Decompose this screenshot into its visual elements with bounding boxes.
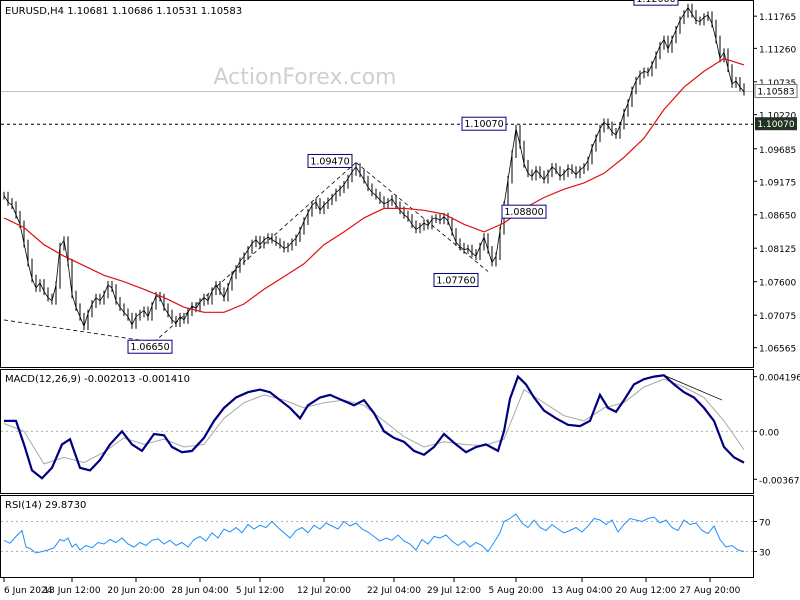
trendline — [3, 319, 155, 343]
time-tick-label: 12 Jul 20:00 — [297, 586, 351, 596]
price-label-box — [501, 204, 547, 219]
macd-trendline — [663, 374, 723, 401]
moving-average-line — [3, 57, 745, 313]
current-price-tag-box — [754, 84, 798, 99]
macd-line — [4, 374, 745, 480]
level-tag: 1.10070 — [757, 120, 794, 130]
time-tick-label: 13 Aug 04:00 — [552, 586, 613, 596]
macd-tick-label: 0.00 — [759, 428, 779, 438]
price-tick-label: 1.11260 — [759, 45, 796, 55]
price-tick-label: 1.11765 — [759, 13, 796, 23]
trendline — [355, 162, 489, 272]
price-tick-label: 1.07600 — [759, 279, 796, 289]
price-close-line — [3, 6, 745, 328]
price-tick-label: 1.08650 — [759, 212, 796, 222]
level-tag-box — [755, 117, 797, 131]
price-tick-label: 1.06565 — [759, 345, 796, 355]
rsi-tick-label: 30 — [759, 549, 771, 559]
current-price-tag: 1.10583 — [757, 88, 794, 98]
macd-tick-label: 0.004196 — [759, 374, 800, 384]
time-tick-label: 13 Jun 12:00 — [43, 586, 100, 596]
price-labels: 1.12000 1.10070 1.09470 1.08800 1.07760 1.066… — [127, 0, 798, 354]
price-label-box — [461, 116, 507, 131]
price-tick-label: 1.10220 — [759, 112, 796, 122]
time-tick-label: 20 Aug 12:00 — [616, 586, 677, 596]
macd-tick-label: -0.003678 — [759, 476, 800, 486]
price-label: 1.08800 — [504, 207, 543, 218]
time-tick-label: 20 Jun 20:00 — [107, 586, 164, 596]
rsi-panel-frame — [0, 495, 754, 578]
price-label-box — [307, 153, 353, 168]
macd-series — [3, 374, 745, 480]
time-tick-label: 5 Jul 12:00 — [236, 586, 285, 596]
rsi-tick-label: 70 — [759, 519, 771, 529]
price-tick-label: 1.09685 — [759, 146, 796, 156]
time-tick-label: 28 Jun 04:00 — [171, 586, 228, 596]
macd-axis: 0.004196 0.00 -0.003678 — [1, 374, 800, 486]
price-tick-label: 1.10735 — [759, 79, 796, 89]
rsi-title: RSI(14) 29.8730 — [5, 500, 86, 511]
rsi-line — [3, 513, 745, 554]
price-tick-label: 1.09175 — [759, 178, 796, 188]
price-label-box — [127, 339, 173, 354]
time-tick-label: 6 Jun 2024 — [4, 586, 53, 596]
macd-title: MACD(12,26,9) -0.002013 -0.001410 — [5, 374, 190, 385]
price-axis: 1.11765 1.11260 1.10735 1.10220 1.09685 1.091… — [753, 13, 796, 355]
rsi-series — [3, 513, 745, 554]
time-tick-label: 22 Jul 04:00 — [367, 586, 421, 596]
price-panel-frame — [0, 0, 754, 368]
time-tick-label: 29 Jul 12:00 — [427, 586, 481, 596]
price-label-box — [633, 0, 679, 6]
symbol-header: EURUSD,H4 1.10681 1.10686 1.10531 1.1058… — [5, 6, 242, 17]
price-label-box — [433, 272, 479, 287]
price-label: 1.10070 — [464, 119, 503, 130]
price-label: 1.12000 — [636, 0, 675, 5]
price-label: 1.06650 — [130, 342, 169, 353]
price-tick-label: 1.07075 — [759, 312, 796, 322]
price-label: 1.09470 — [310, 156, 349, 167]
time-tick-label: 27 Aug 20:00 — [680, 586, 741, 596]
price-tick-label: 1.08125 — [759, 245, 796, 255]
time-tick-label: 5 Aug 20:00 — [489, 586, 544, 596]
price-label: 1.07760 — [436, 275, 475, 286]
watermark: ActionForex.com — [214, 65, 397, 90]
price-series — [3, 3, 745, 331]
